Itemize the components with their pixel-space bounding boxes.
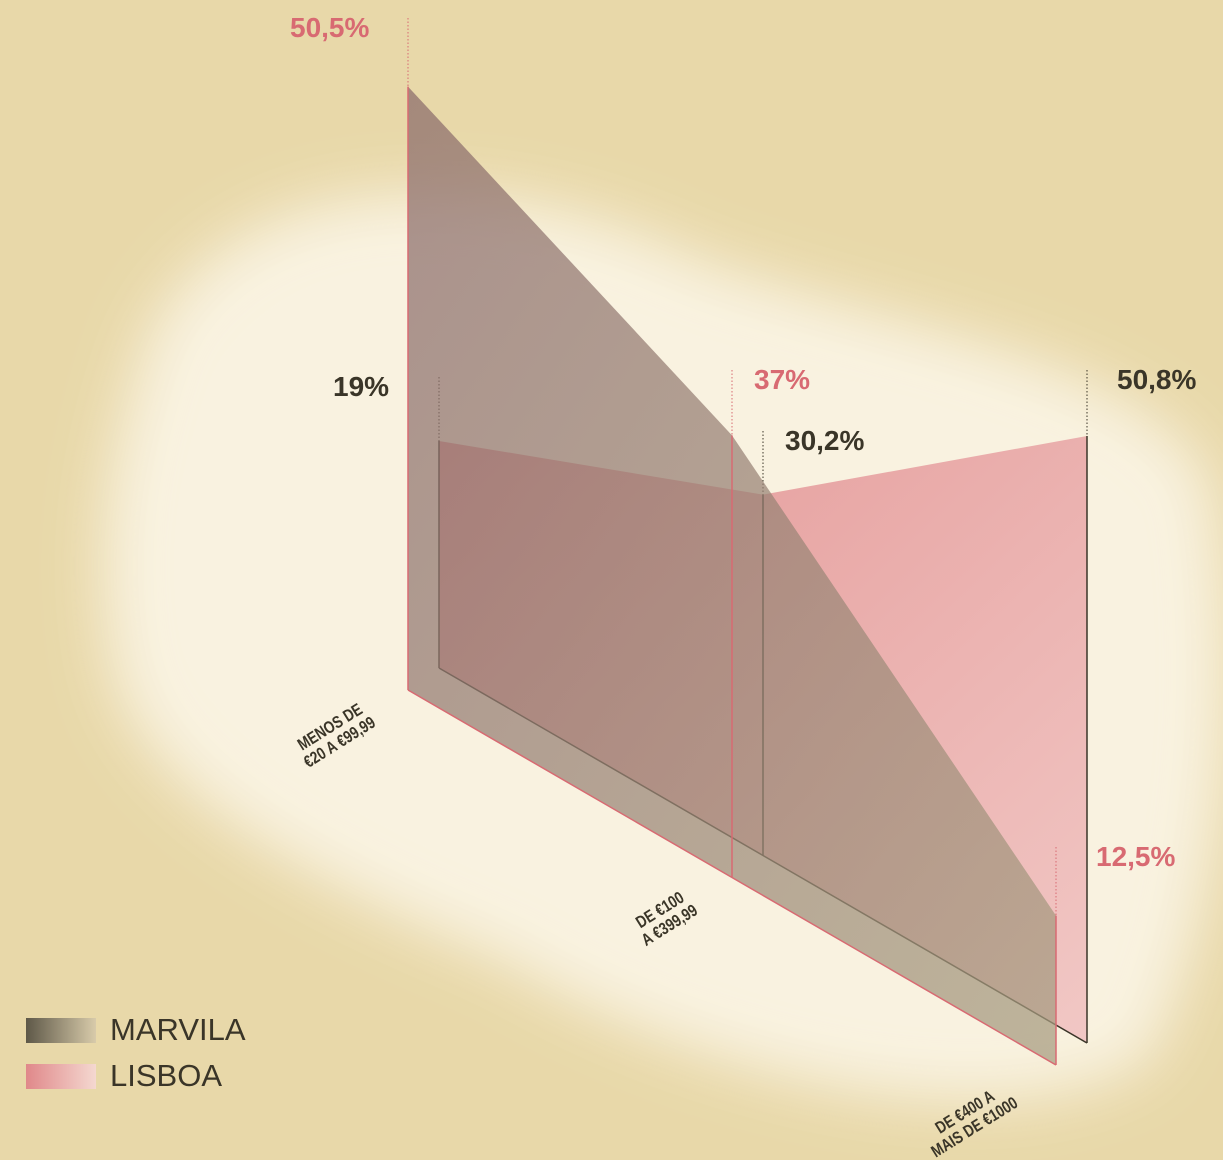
- value-label: 37%: [754, 364, 811, 395]
- value-label: 12,5%: [1096, 841, 1176, 872]
- value-label: 50,8%: [1117, 364, 1197, 395]
- legend-label: LISBOA: [110, 1058, 222, 1093]
- legend-label: MARVILA: [110, 1012, 246, 1047]
- value-label: 50,5%: [290, 12, 370, 43]
- value-label: 30,2%: [785, 425, 865, 456]
- legend-swatch: [26, 1018, 96, 1043]
- legend-swatch: [26, 1064, 96, 1089]
- value-label: 19%: [333, 371, 390, 402]
